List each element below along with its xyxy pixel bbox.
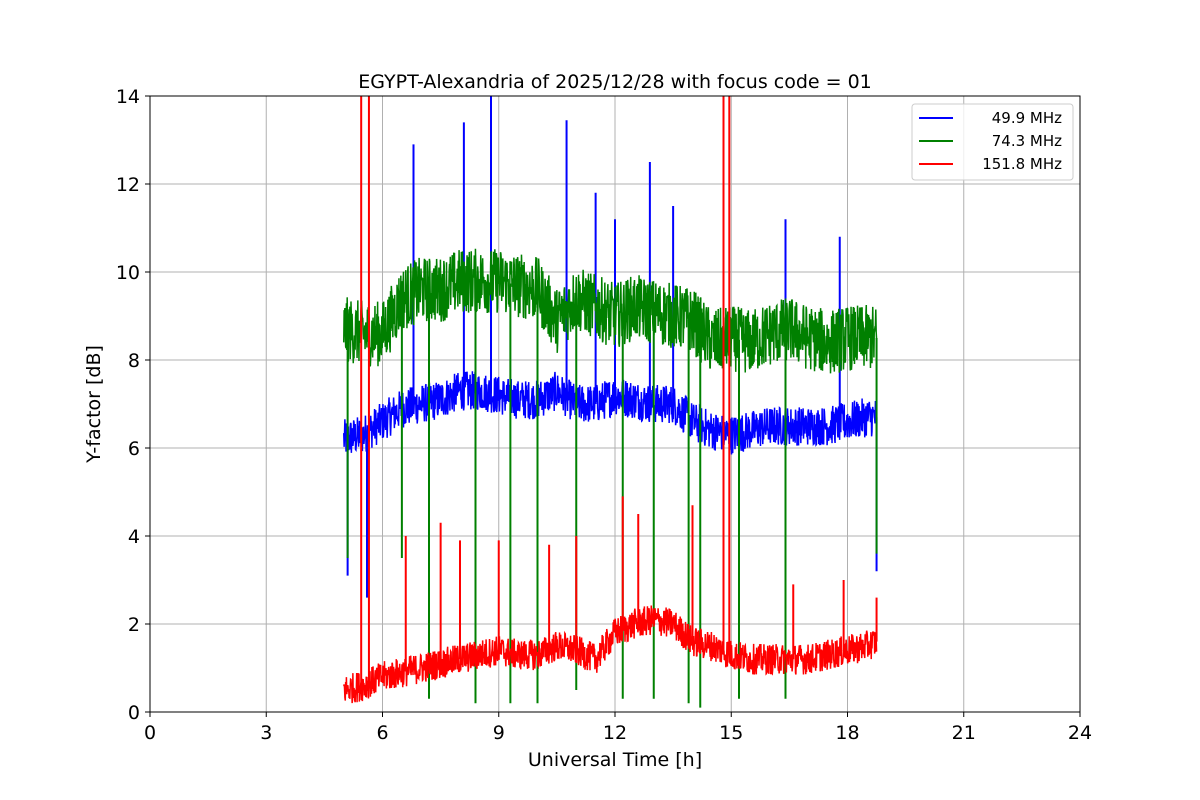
series-line [343, 605, 878, 704]
series-line [343, 248, 878, 374]
legend-box [911, 103, 1074, 181]
x-tick-label: 18 [835, 722, 859, 744]
x-tick-label: 3 [260, 722, 272, 744]
y-tick-label: 14 [116, 86, 140, 108]
y-tick-label: 0 [128, 702, 140, 724]
y-tick-label: 10 [116, 262, 140, 284]
y-tick-label: 4 [128, 526, 140, 548]
series-151.8-mhz [343, 96, 878, 704]
series-line [343, 371, 877, 455]
legend: 49.9 MHz 74.3 MHz 151.8 MHz [911, 103, 1074, 181]
legend-label: 74.3 MHz [992, 132, 1062, 150]
x-axis-label: Universal Time [h] [528, 749, 702, 771]
y-tick-label: 12 [116, 174, 140, 196]
y-tick-label: 2 [128, 614, 140, 636]
x-tick-label: 15 [719, 722, 743, 744]
x-tick-label: 6 [376, 722, 388, 744]
x-tick-label: 0 [144, 722, 156, 744]
x-tick-label: 24 [1068, 722, 1092, 744]
x-tick-label: 12 [603, 722, 627, 744]
legend-label: 49.9 MHz [992, 109, 1062, 127]
y-axis-label: Y-factor [dB] [83, 345, 105, 464]
x-tick-label: 21 [952, 722, 976, 744]
series-layer [343, 96, 878, 708]
y-tick-label: 8 [128, 350, 140, 372]
chart-title: EGYPT-Alexandria of 2025/12/28 with focu… [358, 71, 872, 93]
x-tick-label: 9 [493, 722, 505, 744]
legend-label: 151.8 MHz [982, 155, 1062, 173]
y-tick-label: 6 [128, 438, 140, 460]
